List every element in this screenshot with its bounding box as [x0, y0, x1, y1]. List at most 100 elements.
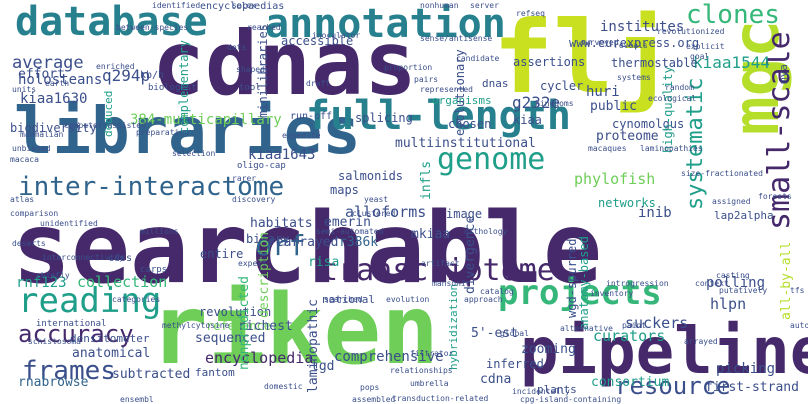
- word: introgression: [606, 279, 669, 288]
- word: picking: [716, 361, 776, 377]
- word: encyclopedia: [205, 349, 314, 367]
- word: inventory: [590, 289, 634, 298]
- word: polling: [706, 275, 766, 291]
- word: densitometer: [70, 332, 150, 345]
- word: suckers: [625, 314, 689, 332]
- word: server: [470, 1, 499, 10]
- word: multiinstitutional: [395, 136, 536, 151]
- word: nonhuman: [420, 1, 459, 10]
- word: average: [12, 53, 84, 73]
- word: phylofish: [574, 170, 656, 188]
- word: mkiaa: [411, 227, 451, 242]
- word: inferred: [486, 357, 544, 371]
- word: national: [322, 293, 375, 306]
- word: random: [665, 83, 694, 92]
- word: artifact: [421, 259, 460, 268]
- word: biodiversity: [10, 121, 97, 135]
- word: inter-interactome: [18, 172, 285, 202]
- word: selection: [172, 149, 216, 158]
- word: kingdoms: [535, 99, 574, 108]
- word: represented: [420, 85, 473, 94]
- word: holosteans: [18, 72, 103, 88]
- word: flj: [493, 0, 674, 116]
- word: candidate: [456, 54, 500, 63]
- word: plants: [537, 383, 577, 396]
- word: relationships: [390, 366, 453, 375]
- word: sequenced: [195, 331, 266, 346]
- word: inib: [638, 205, 672, 221]
- word: laminopathies: [640, 144, 703, 153]
- word: clustered: [352, 209, 396, 218]
- word: cdna: [480, 372, 512, 387]
- word: reveals: [614, 41, 648, 50]
- word: deserts: [12, 239, 46, 248]
- word: refseq: [516, 9, 545, 18]
- word: rnf123: [16, 275, 67, 291]
- word: accessible: [281, 34, 354, 48]
- word: transduction-related: [392, 394, 489, 403]
- word: subtracted: [112, 367, 191, 382]
- word: methylcytosine: [162, 321, 230, 330]
- word: rarer: [232, 174, 257, 183]
- word: thermostable: [611, 56, 698, 70]
- word: risa: [308, 255, 340, 270]
- word: ensembl: [120, 395, 154, 404]
- word: arrayed: [684, 337, 718, 346]
- word: cycler: [540, 79, 584, 93]
- word: incidentally: [512, 387, 570, 396]
- word: mansoni: [432, 279, 466, 288]
- word: catalog: [480, 287, 514, 296]
- word: tfs: [790, 286, 805, 295]
- word: chiefly: [36, 271, 70, 280]
- word: international: [36, 319, 107, 329]
- word: curators: [593, 327, 666, 345]
- word: 5'-est: [471, 326, 518, 341]
- word: inoculator: [312, 31, 361, 40]
- word: laminopathic: [306, 299, 321, 393]
- word: kb/h: [140, 70, 165, 81]
- word: institutes: [600, 19, 685, 35]
- word: categories: [112, 295, 161, 304]
- word: database: [15, 0, 208, 45]
- word: nonpredicted: [237, 276, 252, 370]
- word: paint: [622, 321, 647, 330]
- word: size-fractionated: [681, 169, 763, 178]
- word: genome: [437, 142, 546, 177]
- word: enriched: [96, 62, 135, 71]
- word: riken: [150, 274, 439, 386]
- word: habitats: [250, 216, 313, 231]
- word: cpg-island-containing: [520, 395, 622, 404]
- word: earth: [45, 79, 70, 88]
- word: encyclopaedias: [200, 1, 285, 12]
- word: run-off: [290, 111, 333, 122]
- word: g232e: [512, 93, 561, 112]
- word: accuracy: [18, 320, 134, 348]
- word: dnas: [482, 77, 509, 90]
- word: lap2alpha: [714, 209, 774, 222]
- word: infls: [419, 160, 434, 200]
- word: reached: [247, 23, 281, 32]
- word: systems: [617, 73, 651, 82]
- word: proportion: [384, 63, 433, 72]
- word: kiaa1630: [20, 91, 88, 107]
- word: preparation: [136, 128, 189, 137]
- word: dots: [227, 43, 247, 52]
- word: forests: [758, 192, 792, 201]
- word: cynomolgus: [612, 117, 685, 131]
- word: transcriptome: [320, 253, 555, 288]
- word: emerin: [324, 215, 371, 230]
- word: umbrella: [410, 379, 449, 388]
- word: approach: [464, 295, 503, 304]
- word: q294p: [102, 66, 151, 85]
- word: huri: [586, 84, 620, 100]
- word: full-length: [306, 93, 571, 139]
- word: fantom: [195, 366, 235, 379]
- word: r386k: [339, 235, 379, 250]
- word: description: [257, 231, 272, 318]
- word: assembled: [352, 395, 396, 404]
- word: clones: [686, 0, 780, 30]
- word: image: [446, 207, 483, 221]
- word: computer-assisted: [64, 121, 146, 130]
- word: kiaa1544: [693, 53, 771, 72]
